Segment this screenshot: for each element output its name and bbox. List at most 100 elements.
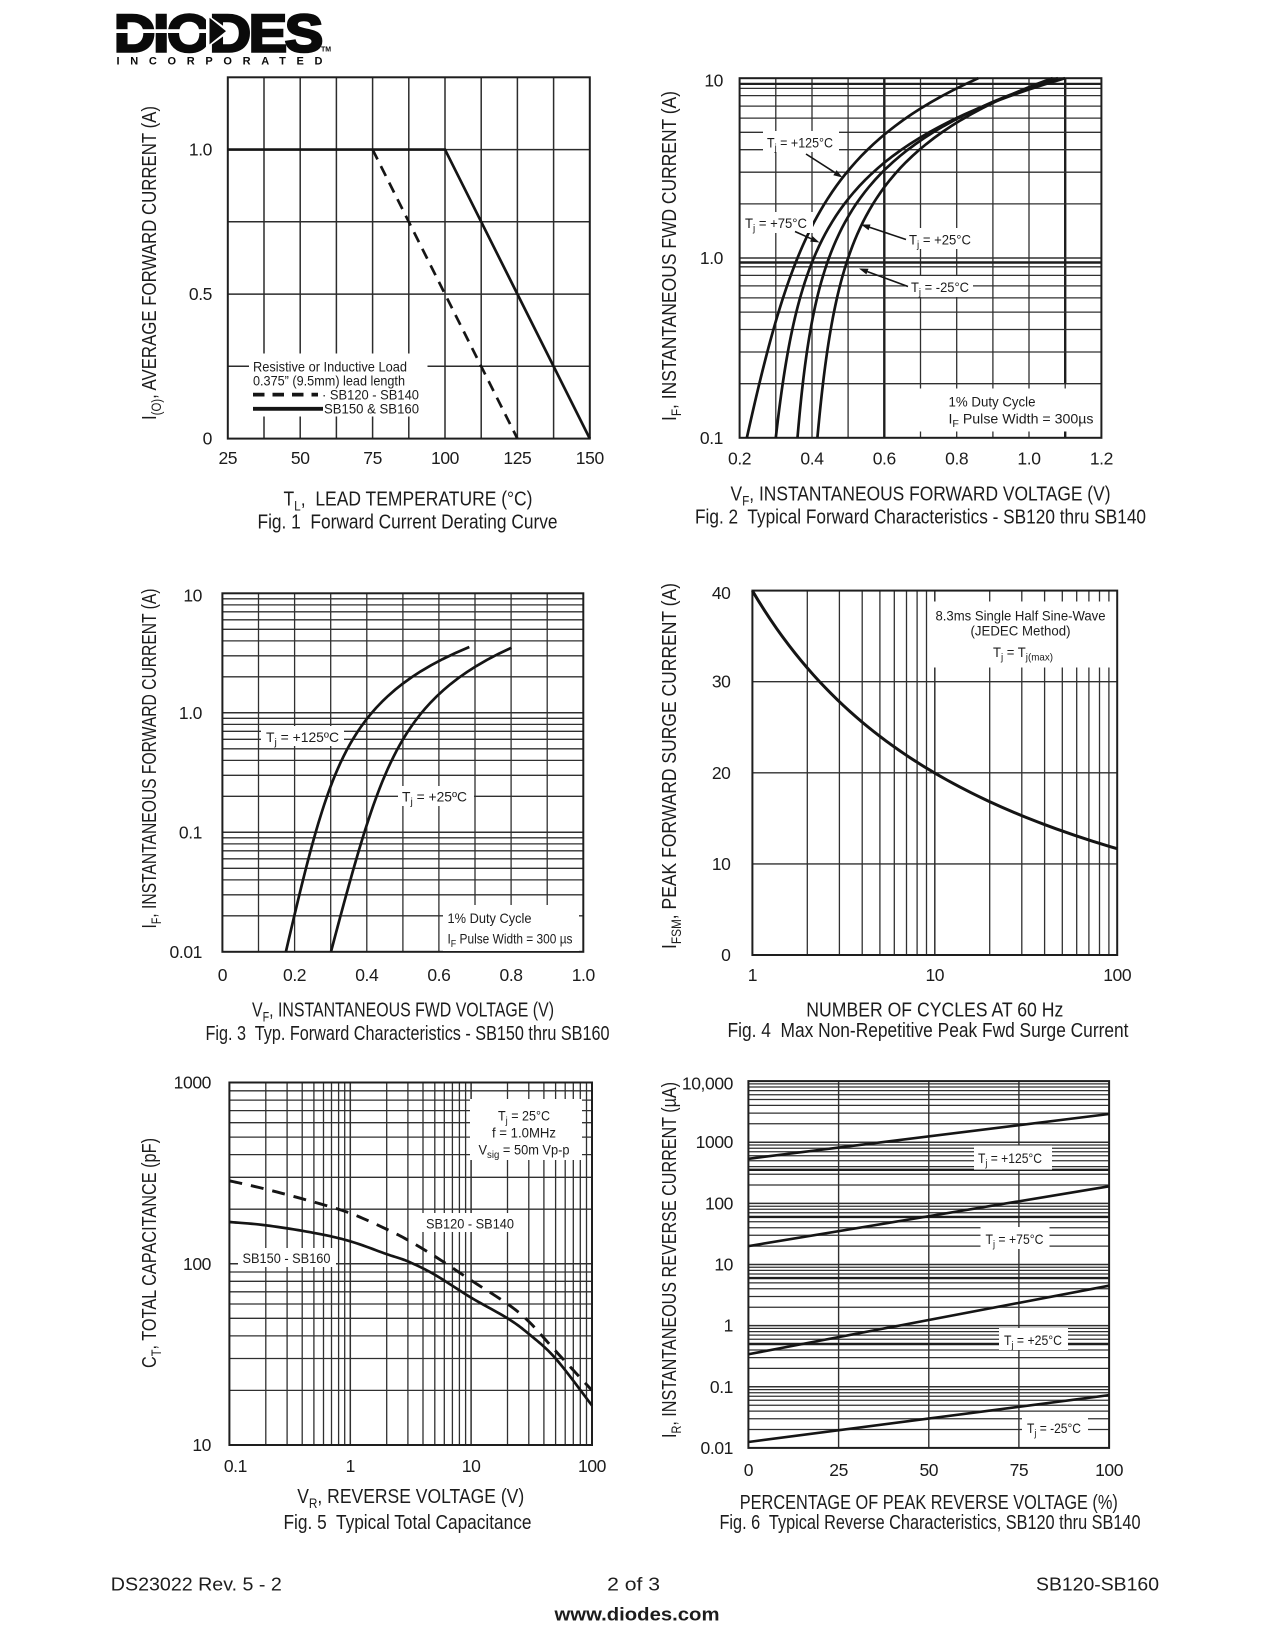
svg-text:0: 0: [203, 429, 213, 449]
svg-text:Tj = +75°C: Tj = +75°C: [986, 1231, 1044, 1250]
svg-text:30: 30: [712, 672, 731, 692]
svg-text:1000: 1000: [696, 1132, 734, 1152]
svg-text:0.8: 0.8: [945, 449, 968, 469]
svg-text:· SB120 - SB140: · SB120 - SB140: [322, 388, 419, 403]
svg-text:100: 100: [1103, 965, 1132, 985]
svg-text:0.5: 0.5: [189, 284, 212, 304]
svg-text:VR, REVERSE VOLTAGE (V): VR, REVERSE VOLTAGE (V): [297, 1486, 524, 1511]
svg-text:0.4: 0.4: [355, 965, 379, 985]
svg-text:IF, INSTANTANEOUS FWD CURRENT: IF, INSTANTANEOUS FWD CURRENT (A): [659, 91, 684, 421]
svg-text:1.0: 1.0: [700, 248, 724, 268]
svg-text:8.3ms Single Half Sine-Wave: 8.3ms Single Half Sine-Wave: [936, 608, 1106, 624]
svg-text:Vsig = 50m Vp-p: Vsig = 50m Vp-p: [479, 1142, 570, 1161]
svg-text:www.diodes.com: www.diodes.com: [553, 1604, 719, 1625]
svg-text:10: 10: [462, 1456, 481, 1476]
svg-text:1: 1: [748, 965, 757, 985]
svg-text:25: 25: [218, 448, 237, 468]
svg-text:Fig. 1 Forward Current Derati: Fig. 1 Forward Current Derating Curve: [258, 512, 558, 534]
svg-text:100: 100: [431, 448, 460, 468]
svg-text:Fig. 5 Typical Total Capacita: Fig. 5 Typical Total Capacitance: [284, 1512, 532, 1534]
svg-text:Fig. 2 Typical Forward Charac: Fig. 2 Typical Forward Characteristics -…: [695, 507, 1146, 529]
svg-text:(JEDEC Method): (JEDEC Method): [971, 623, 1071, 639]
svg-text:2 of 3: 2 of 3: [607, 1575, 660, 1595]
svg-text:75: 75: [363, 448, 382, 468]
svg-text:10: 10: [714, 1255, 733, 1275]
svg-text:f = 1.0MHz: f = 1.0MHz: [492, 1125, 556, 1141]
svg-text:40: 40: [712, 583, 731, 603]
svg-text:PERCENTAGE OF PEAK REVERSE VOL: PERCENTAGE OF PEAK REVERSE VOLTAGE (%): [740, 1492, 1118, 1514]
svg-text:0: 0: [218, 965, 228, 985]
svg-text:IF Pulse Width = 300 µs: IF Pulse Width = 300 µs: [448, 931, 573, 950]
svg-text:0.01: 0.01: [701, 1438, 733, 1458]
svg-text:0.4: 0.4: [800, 449, 824, 469]
svg-text:Tj = +125ºC: Tj = +125ºC: [266, 729, 339, 748]
svg-text:1.2: 1.2: [1090, 449, 1113, 469]
svg-text:100: 100: [705, 1193, 734, 1213]
svg-text:100: 100: [1095, 1460, 1124, 1480]
svg-text:50: 50: [919, 1460, 938, 1480]
svg-text:Tj = -25°C: Tj = -25°C: [911, 279, 969, 298]
svg-text:20: 20: [712, 763, 731, 783]
svg-text:1.0: 1.0: [572, 965, 596, 985]
svg-text:10,000: 10,000: [682, 1074, 734, 1094]
svg-text:VF, INSTANTANEOUS FWD VOLTAGE: VF, INSTANTANEOUS FWD VOLTAGE (V): [252, 1000, 554, 1025]
svg-text:25: 25: [829, 1460, 848, 1480]
svg-text:100: 100: [578, 1456, 607, 1476]
svg-text:TM: TM: [321, 47, 331, 54]
svg-text:VF, INSTANTANEOUS FORWARD VOLT: VF, INSTANTANEOUS FORWARD VOLTAGE (V): [731, 484, 1111, 509]
svg-text:0.1: 0.1: [179, 822, 202, 842]
svg-text:IF Pulse Width = 300µs: IF Pulse Width = 300µs: [949, 411, 1094, 430]
svg-text:0.2: 0.2: [283, 965, 306, 985]
svg-text:NUMBER OF CYCLES AT 60 Hz: NUMBER OF CYCLES AT 60 Hz: [806, 1000, 1063, 1022]
svg-text:75: 75: [1010, 1460, 1029, 1480]
svg-text:0.2: 0.2: [728, 449, 751, 469]
svg-text:150: 150: [576, 448, 605, 468]
svg-text:I(O), AVERAGE FORWARD CURRENT: I(O), AVERAGE FORWARD CURRENT (A): [139, 106, 164, 420]
svg-text:IFSM, PEAK FORWARD SURGE CURRE: IFSM, PEAK FORWARD SURGE CURRENT (A): [659, 583, 684, 949]
svg-text:Tj = +25°C: Tj = +25°C: [909, 232, 971, 251]
svg-text:0.6: 0.6: [427, 965, 450, 985]
svg-text:0.375” (9.5mm) lead length: 0.375” (9.5mm) lead length: [253, 374, 405, 389]
svg-text:0.01: 0.01: [170, 942, 202, 962]
svg-text:10: 10: [712, 854, 731, 874]
svg-text:Fig. 3 Typ. Forward Character: Fig. 3 Typ. Forward Characteristics - SB…: [206, 1023, 610, 1045]
svg-text:10: 10: [925, 965, 944, 985]
svg-text:Tj = -25°C: Tj = -25°C: [1027, 1420, 1081, 1439]
svg-text:0: 0: [721, 945, 731, 965]
svg-text:Tj = +25ºC: Tj = +25ºC: [402, 789, 467, 808]
svg-text:1% Duty Cycle: 1% Duty Cycle: [448, 910, 532, 926]
svg-text:0.8: 0.8: [500, 965, 523, 985]
svg-text:1: 1: [346, 1456, 355, 1476]
svg-text:1: 1: [724, 1316, 733, 1336]
svg-text:10: 10: [192, 1435, 211, 1455]
svg-text:50: 50: [291, 448, 310, 468]
svg-text:125: 125: [503, 448, 531, 468]
svg-text:Tj = +25°C: Tj = +25°C: [1004, 1332, 1062, 1351]
svg-text:Resistive or Inductive Load: Resistive or Inductive Load: [253, 360, 407, 375]
svg-text:0: 0: [744, 1460, 754, 1480]
svg-text:1000: 1000: [174, 1073, 212, 1093]
svg-text:Tj = 25°C: Tj = 25°C: [498, 1108, 550, 1127]
svg-text:1.0: 1.0: [189, 140, 213, 160]
svg-text:SB120-SB160: SB120-SB160: [1036, 1575, 1159, 1595]
svg-text:100: 100: [183, 1254, 212, 1274]
svg-text:0.6: 0.6: [873, 449, 896, 469]
svg-text:TL, LEAD TEMPERATURE (°C): TL, LEAD TEMPERATURE (°C): [284, 489, 533, 514]
svg-text:IF, INSTANTANEOUS FORWARD CURR: IF, INSTANTANEOUS FORWARD CURRENT (A): [139, 589, 164, 929]
svg-text:Tj = +75°C: Tj = +75°C: [745, 215, 807, 234]
svg-text:1.0: 1.0: [179, 703, 203, 723]
svg-text:Tj = +125°C: Tj = +125°C: [767, 135, 833, 154]
svg-text:DS23022 Rev. 5 - 2: DS23022 Rev. 5 - 2: [111, 1575, 282, 1595]
svg-text:SB150 & SB160: SB150 & SB160: [324, 402, 419, 417]
svg-text:SB120 - SB140: SB120 - SB140: [426, 1216, 514, 1232]
svg-text:Tj = +125°C: Tj = +125°C: [978, 1150, 1042, 1169]
svg-text:SB150 - SB160: SB150 - SB160: [243, 1250, 331, 1266]
svg-text:1.0: 1.0: [1017, 449, 1041, 469]
svg-text:Fig. 6 Typical Reverse Charac: Fig. 6 Typical Reverse Characteristics, …: [720, 1512, 1141, 1534]
svg-text:0.1: 0.1: [700, 428, 723, 448]
svg-text:IR, INSTANTANEOUS REVERSE CURR: IR, INSTANTANEOUS REVERSE CURRENT (µA): [659, 1082, 684, 1438]
svg-text:0.1: 0.1: [224, 1456, 247, 1476]
svg-text:CT, TOTAL CAPACITANCE (pF): CT, TOTAL CAPACITANCE (pF): [139, 1138, 164, 1368]
svg-text:Fig. 4 Max Non-Repetitive Pea: Fig. 4 Max Non-Repetitive Peak Fwd Surge…: [728, 1020, 1129, 1042]
svg-text:0.1: 0.1: [710, 1377, 733, 1397]
